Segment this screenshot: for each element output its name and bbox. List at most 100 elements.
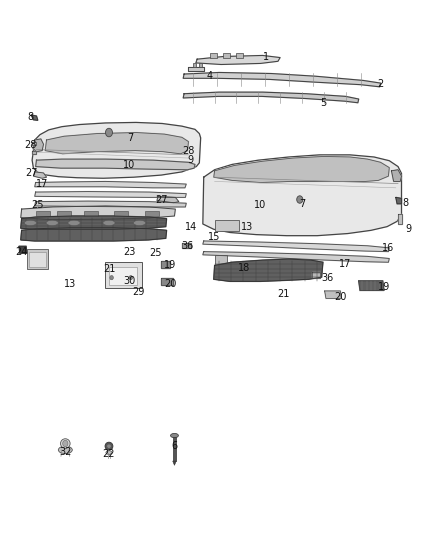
- Polygon shape: [183, 92, 359, 103]
- Text: 9: 9: [187, 155, 194, 165]
- Ellipse shape: [105, 442, 113, 450]
- Text: 8: 8: [403, 198, 409, 208]
- Text: 15: 15: [208, 232, 221, 243]
- Bar: [193, 63, 196, 67]
- Text: 9: 9: [406, 224, 412, 235]
- Text: 28: 28: [24, 140, 36, 150]
- Ellipse shape: [46, 220, 58, 225]
- Text: 24: 24: [15, 247, 28, 256]
- Bar: [109, 266, 138, 285]
- Bar: [57, 211, 71, 216]
- Bar: [27, 249, 48, 269]
- Circle shape: [110, 276, 113, 280]
- Bar: [29, 252, 46, 266]
- Ellipse shape: [107, 444, 111, 448]
- Bar: [210, 53, 217, 58]
- Text: 13: 13: [64, 279, 76, 288]
- Text: 17: 17: [36, 179, 48, 189]
- Circle shape: [297, 196, 303, 203]
- Ellipse shape: [24, 220, 36, 225]
- Ellipse shape: [68, 220, 80, 225]
- Circle shape: [106, 128, 113, 137]
- Text: 2: 2: [378, 79, 384, 89]
- Polygon shape: [173, 461, 176, 465]
- Polygon shape: [21, 228, 166, 241]
- Polygon shape: [196, 55, 280, 64]
- Text: 16: 16: [382, 243, 395, 253]
- Polygon shape: [35, 191, 186, 197]
- Text: 28: 28: [182, 146, 194, 156]
- Text: 20: 20: [164, 279, 176, 288]
- Circle shape: [129, 276, 133, 280]
- Bar: [215, 255, 227, 265]
- Polygon shape: [33, 172, 46, 178]
- Bar: [199, 63, 202, 67]
- Text: 21: 21: [103, 264, 115, 274]
- Ellipse shape: [60, 439, 70, 448]
- Text: 6: 6: [171, 441, 177, 451]
- Text: 14: 14: [184, 222, 197, 232]
- Bar: [35, 211, 49, 216]
- Text: 36: 36: [321, 273, 333, 283]
- Text: 7: 7: [128, 133, 134, 143]
- Polygon shape: [21, 216, 166, 229]
- Text: 29: 29: [132, 287, 145, 297]
- Polygon shape: [35, 181, 186, 188]
- Polygon shape: [396, 197, 402, 204]
- Text: 36: 36: [181, 241, 194, 251]
- Bar: [237, 53, 243, 58]
- Polygon shape: [31, 115, 38, 120]
- Polygon shape: [214, 259, 323, 281]
- Text: 7: 7: [299, 199, 305, 209]
- Polygon shape: [32, 123, 201, 178]
- Polygon shape: [33, 139, 43, 152]
- Text: 23: 23: [124, 247, 136, 256]
- Polygon shape: [214, 157, 389, 182]
- Text: 5: 5: [321, 98, 327, 108]
- Text: 10: 10: [124, 160, 136, 171]
- Polygon shape: [157, 196, 179, 203]
- Text: 20: 20: [334, 292, 346, 302]
- Text: 10: 10: [254, 200, 267, 211]
- Text: 25: 25: [32, 200, 44, 211]
- Polygon shape: [359, 281, 384, 290]
- Polygon shape: [183, 72, 381, 87]
- Circle shape: [63, 440, 68, 447]
- Text: 17: 17: [339, 259, 352, 269]
- Polygon shape: [325, 291, 341, 298]
- Bar: [223, 53, 230, 58]
- Polygon shape: [161, 261, 170, 268]
- Ellipse shape: [134, 220, 146, 225]
- Polygon shape: [32, 142, 36, 146]
- Polygon shape: [392, 169, 402, 181]
- Text: 19: 19: [378, 282, 390, 292]
- Text: 32: 32: [59, 447, 71, 456]
- Text: 25: 25: [149, 248, 162, 258]
- Polygon shape: [311, 272, 320, 278]
- Polygon shape: [203, 241, 389, 252]
- Polygon shape: [161, 278, 173, 285]
- Ellipse shape: [58, 446, 72, 454]
- Polygon shape: [35, 201, 186, 207]
- Text: 8: 8: [27, 111, 33, 122]
- Text: 30: 30: [124, 277, 136, 286]
- Bar: [215, 220, 239, 231]
- Text: 27: 27: [155, 195, 168, 205]
- Polygon shape: [32, 151, 36, 154]
- Polygon shape: [182, 243, 191, 248]
- Ellipse shape: [170, 433, 178, 438]
- Text: 22: 22: [103, 449, 115, 458]
- Bar: [145, 211, 159, 216]
- Bar: [84, 211, 98, 216]
- Text: 1: 1: [263, 52, 269, 61]
- Polygon shape: [203, 155, 402, 236]
- Text: 13: 13: [241, 222, 254, 232]
- Bar: [105, 262, 142, 288]
- Polygon shape: [21, 206, 175, 220]
- Bar: [114, 211, 128, 216]
- Bar: [173, 437, 176, 461]
- Text: 4: 4: [206, 71, 212, 81]
- Ellipse shape: [106, 451, 112, 455]
- Text: 27: 27: [25, 168, 38, 179]
- Polygon shape: [203, 252, 389, 262]
